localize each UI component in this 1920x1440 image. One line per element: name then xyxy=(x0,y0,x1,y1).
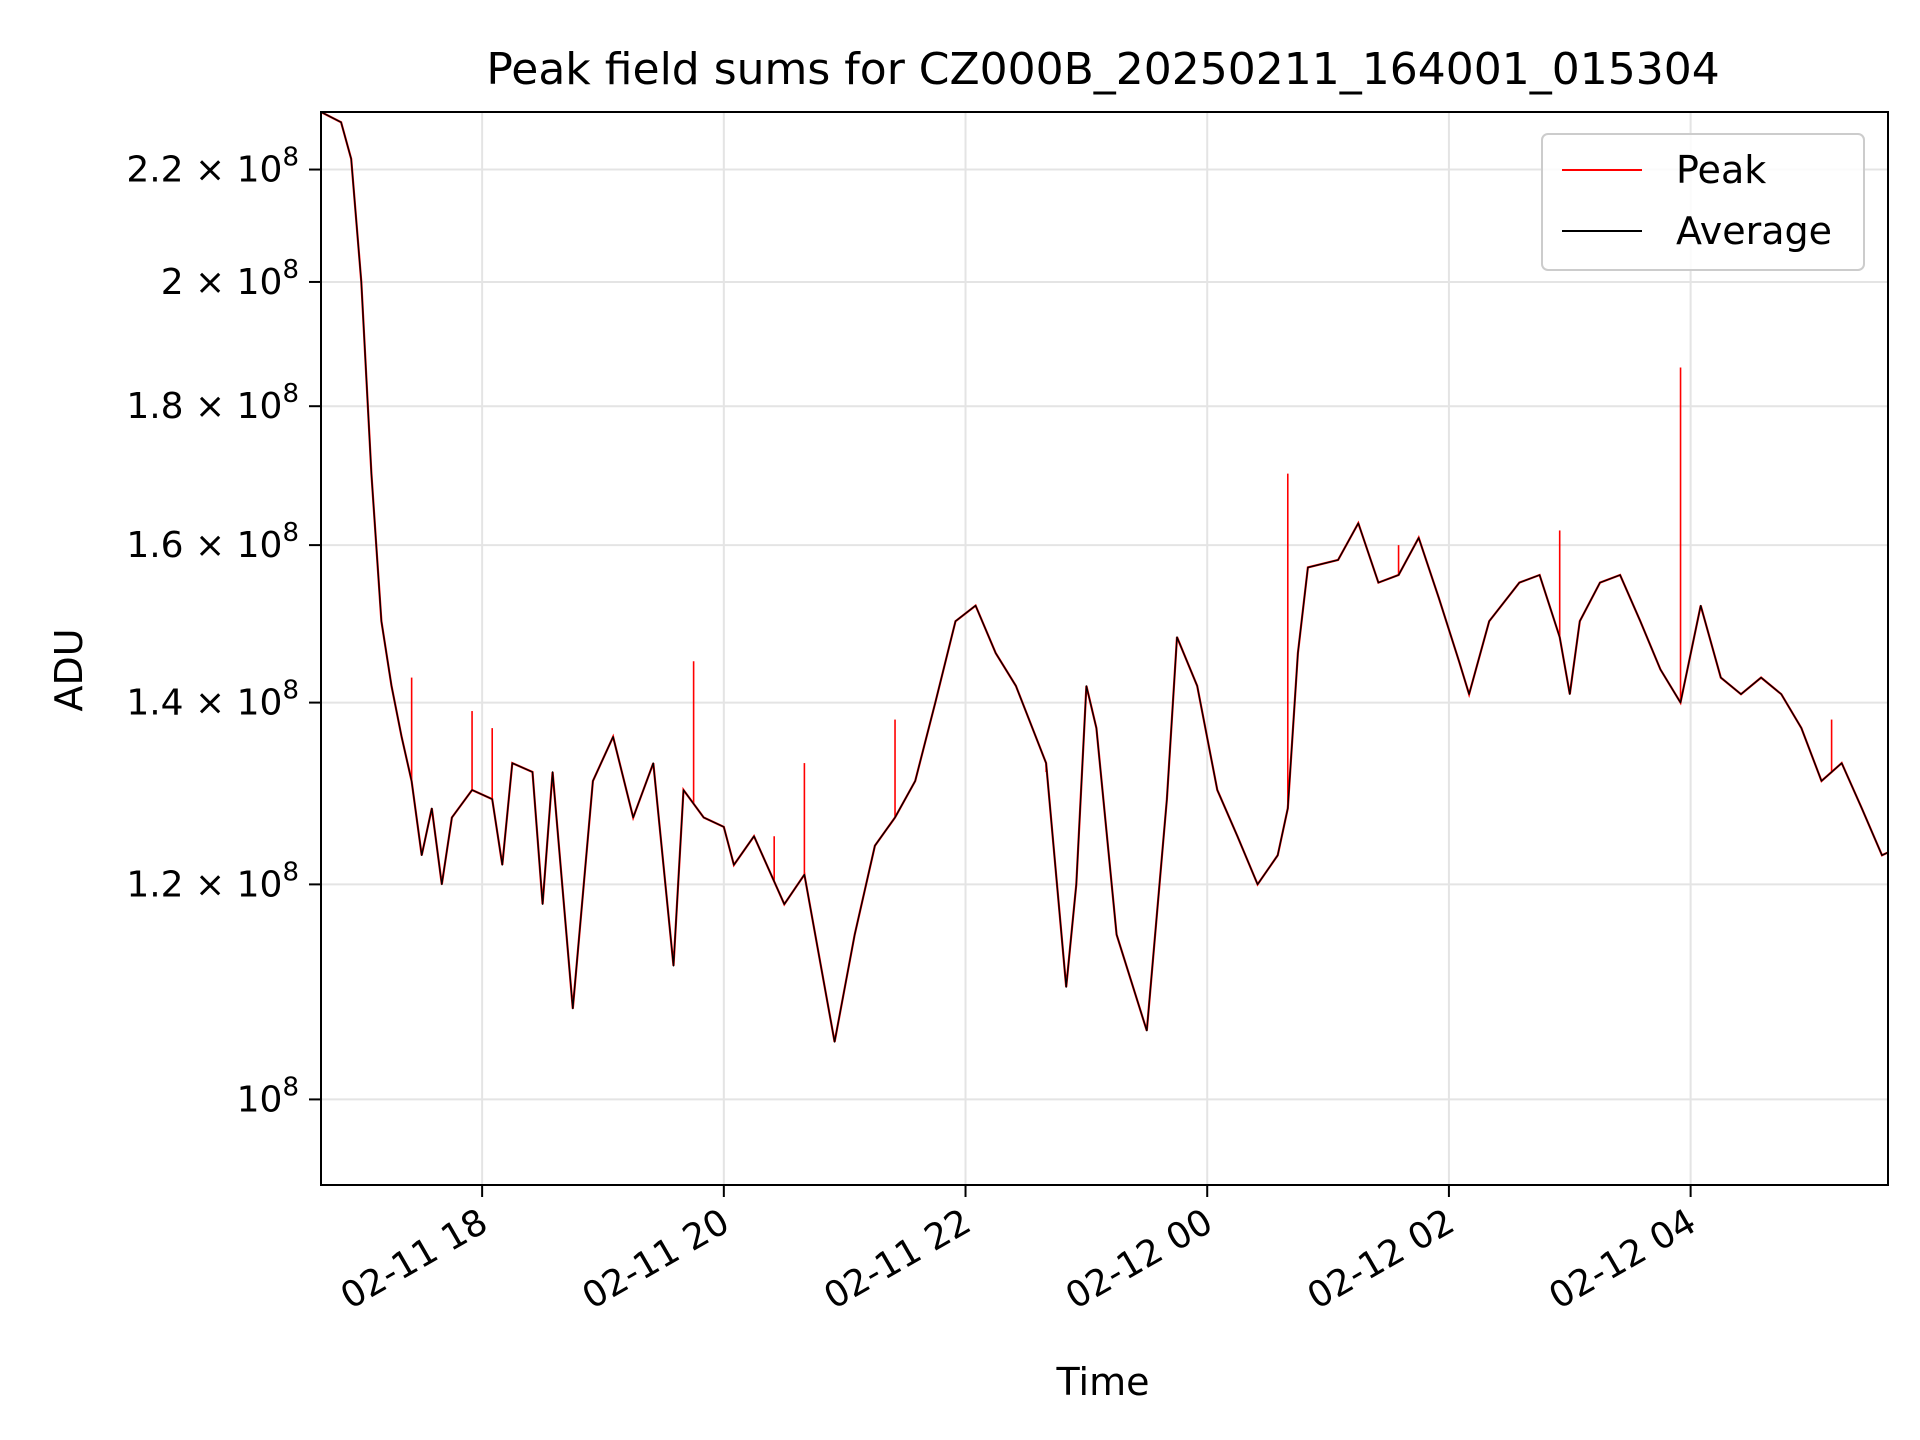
y-tick-label: 1.6 × 108 xyxy=(126,518,299,566)
y-tick-exponent: 8 xyxy=(282,518,299,548)
x-axis-label: Time xyxy=(1056,1360,1150,1404)
y-tick-label: 2 × 108 xyxy=(161,255,299,303)
grid xyxy=(321,112,1888,1185)
legend-label-average: Average xyxy=(1676,209,1832,253)
y-tick-exponent: 8 xyxy=(282,676,299,706)
y-tick-mantissa: 2 × 10 xyxy=(161,262,283,303)
y-tick-mantissa: 1.6 × 10 xyxy=(126,525,282,566)
y-tick-label: 2.2 × 108 xyxy=(126,143,299,191)
y-tick-exponent: 8 xyxy=(282,1072,299,1102)
legend: Peak Average xyxy=(1541,133,1865,271)
legend-label-peak: Peak xyxy=(1676,148,1766,192)
y-tick-label: 1.4 × 108 xyxy=(126,676,299,724)
y-tick-label: 1.8 × 108 xyxy=(126,379,299,427)
y-tick-mantissa: 10 xyxy=(237,1079,283,1120)
y-tick-mantissa: 1.4 × 10 xyxy=(126,683,282,724)
y-tick-label: 1.2 × 108 xyxy=(126,857,299,905)
y-tick-label: 108 xyxy=(237,1072,299,1120)
y-tick-exponent: 8 xyxy=(282,255,299,285)
y-tick-mantissa: 1.8 × 10 xyxy=(126,386,282,427)
y-tick-exponent: 8 xyxy=(282,143,299,173)
y-axis-label: ADU xyxy=(47,628,91,711)
legend-box xyxy=(1541,133,1865,271)
series-average xyxy=(321,112,1888,1043)
y-tick-mantissa: 1.2 × 10 xyxy=(126,864,282,905)
y-tick-exponent: 8 xyxy=(282,379,299,409)
y-tick-exponent: 8 xyxy=(282,857,299,887)
y-tick-mantissa: 2.2 × 10 xyxy=(126,150,282,191)
series-layer xyxy=(321,112,1888,1043)
chart-title: Peak field sums for CZ000B_20250211_1640… xyxy=(486,44,1719,95)
average-line xyxy=(321,112,1888,1043)
plot-frame xyxy=(320,111,1889,1186)
